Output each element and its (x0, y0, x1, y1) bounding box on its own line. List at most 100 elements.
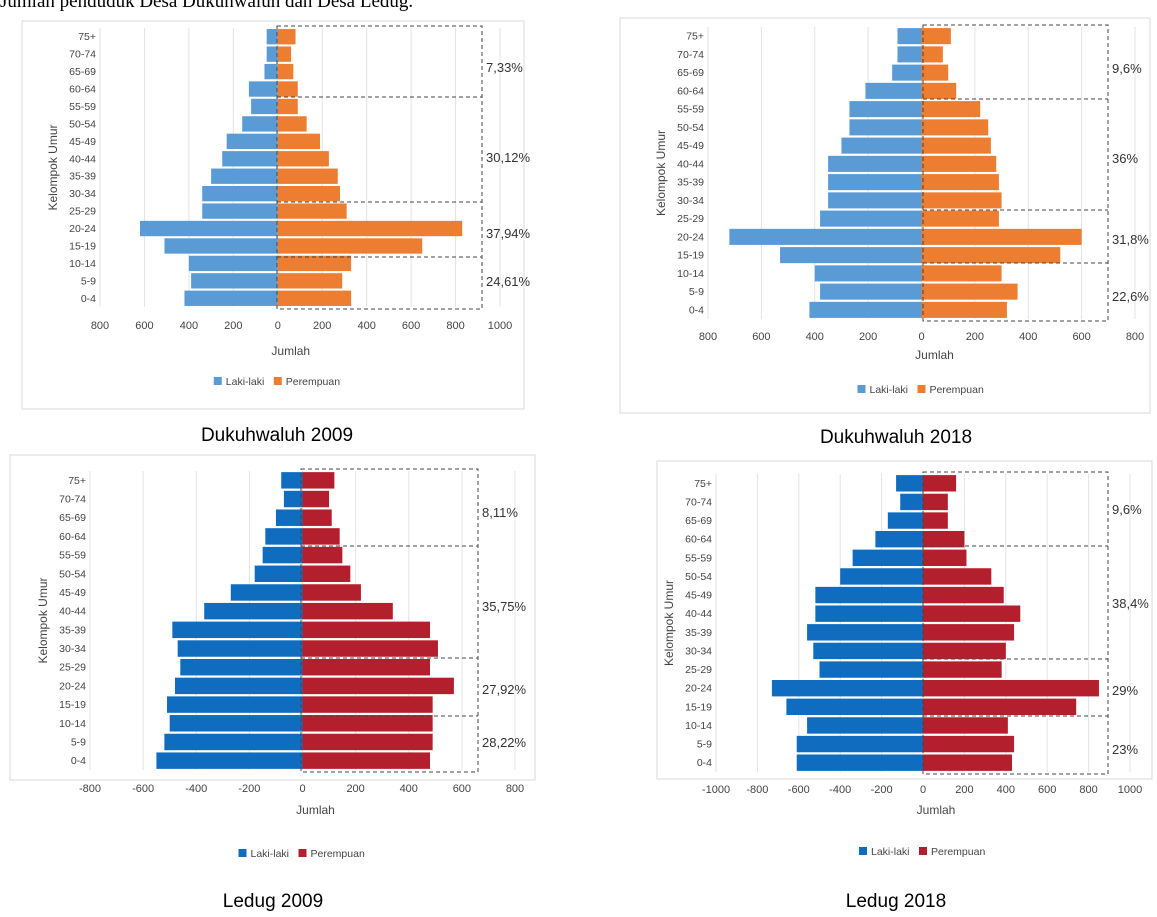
bar-laki-laki (204, 602, 303, 620)
x-tick-label: -800 (746, 784, 768, 796)
bar-perempuan (277, 203, 347, 219)
bar-laki-laki (266, 46, 278, 62)
bar-perempuan (277, 220, 463, 237)
y-tick-label: 40-44 (685, 608, 712, 620)
legend-label-perempuan: Perempuan (286, 376, 340, 388)
bar-laki-laki (780, 247, 922, 264)
x-tick-label: 200 (346, 783, 364, 795)
bar-perempuan (302, 472, 335, 489)
annotation-bracket (300, 468, 479, 773)
x-axis-label: Jumlah (915, 348, 954, 362)
y-tick-label: 55-59 (677, 104, 704, 116)
bar-laki-laki (852, 549, 923, 567)
bar-laki-laki (167, 696, 303, 713)
bar-laki-laki (897, 46, 922, 63)
bar-laki-laki (807, 624, 923, 641)
y-tick-label: 0-4 (71, 755, 86, 767)
bar-laki-laki (177, 640, 303, 657)
y-tick-label: 45-49 (59, 587, 86, 599)
legend-swatch-perempuan (919, 847, 927, 855)
bar-laki-laki (840, 568, 923, 585)
legend: Laki-laki Perempuan (857, 384, 984, 396)
legend-swatch-perempuan (917, 385, 926, 393)
x-tick-label: 600 (1038, 784, 1056, 796)
bar-laki-laki (828, 192, 922, 209)
bar-laki-laki (140, 220, 278, 237)
annotation-percent: 35,75% (482, 599, 527, 614)
y-tick-label: 5-9 (71, 736, 86, 748)
y-tick-label: 10-14 (677, 268, 704, 280)
x-tick-label: 200 (966, 331, 984, 343)
legend: Laki-laki Perempuan (859, 846, 985, 858)
y-tick-label: 60-64 (685, 534, 712, 546)
bar-perempuan (923, 735, 1015, 753)
bar-laki-laki (264, 63, 278, 80)
x-tick-label: 400 (180, 320, 198, 332)
y-tick-label: 25-29 (677, 213, 704, 225)
bar-perempuan (921, 28, 951, 45)
annotation-percent: 7,33% (486, 60, 523, 75)
legend: Laki-laki Perempuan (238, 848, 365, 860)
x-tick-label: 800 (1126, 331, 1144, 343)
y-tick-label: 15-19 (69, 240, 96, 252)
y-tick-label: 30-34 (677, 195, 704, 207)
bar-perempuan (277, 133, 320, 150)
y-tick-label: 0-4 (689, 304, 704, 316)
bar-laki-laki (184, 290, 278, 306)
y-tick-label: 65-69 (69, 66, 96, 78)
bar-perempuan (277, 168, 338, 184)
bar-perempuan (302, 733, 433, 751)
legend-swatch-laki-laki (859, 847, 867, 855)
bar-perempuan (277, 63, 294, 80)
annotation-percent: 38,4% (1112, 596, 1149, 611)
bar-laki-laki (180, 658, 303, 676)
y-tick-label: 70-74 (69, 49, 96, 61)
bar-laki-laki (164, 238, 278, 254)
bar-laki-laki (828, 155, 922, 172)
y-tick-label: 35-39 (59, 624, 86, 636)
legend-swatch-laki-laki (857, 385, 866, 393)
legend-swatch-laki-laki (238, 849, 247, 857)
bar-perempuan (302, 602, 393, 620)
bar-perempuan (302, 640, 438, 657)
annotation-bracket (276, 25, 483, 310)
bar-laki-laki (875, 530, 923, 548)
y-tick-label: 50-54 (677, 122, 704, 134)
bar-laki-laki (896, 475, 923, 492)
chart-caption: Dukuhwaluh 2009 (201, 425, 353, 446)
bar-perempuan (923, 586, 1004, 604)
y-tick-label: 60-64 (677, 85, 704, 97)
bar-laki-laki (266, 29, 278, 45)
x-tick-label: 0 (920, 784, 926, 796)
y-tick-label: 45-49 (69, 136, 96, 148)
bar-perempuan (277, 151, 329, 167)
annotation-percent: 9,6% (1112, 61, 1142, 76)
bar-perempuan (302, 677, 454, 695)
y-axis-label: Kelompok Umur (36, 577, 50, 663)
bar-laki-laki (828, 174, 922, 191)
bar-perempuan (921, 210, 999, 227)
bar-perempuan (923, 512, 948, 529)
bar-perempuan (921, 228, 1082, 245)
x-axis-label: Jumlah (271, 344, 310, 358)
bar-perempuan (302, 752, 430, 769)
bar-laki-laki (254, 565, 303, 583)
x-tick-label: 600 (453, 783, 471, 795)
y-tick-label: 20-24 (69, 223, 96, 235)
legend-swatch-perempuan (298, 849, 307, 857)
chart-caption: Ledug 2018 (846, 891, 946, 912)
x-tick-label: -600 (132, 783, 154, 795)
bar-perempuan (277, 273, 343, 289)
bar-laki-laki (814, 265, 922, 282)
bar-perempuan (923, 493, 948, 511)
y-tick-label: 50-54 (685, 571, 712, 583)
y-tick-label: 65-69 (59, 512, 86, 524)
bar-laki-laki (897, 28, 922, 45)
bar-perempuan (923, 568, 992, 585)
bar-laki-laki (820, 283, 922, 300)
annotation-percent: 9,6% (1112, 502, 1142, 517)
bar-laki-laki (248, 81, 278, 97)
bar-perempuan (923, 475, 957, 492)
y-tick-label: 5-9 (697, 739, 712, 751)
bar-laki-laki (729, 228, 922, 245)
